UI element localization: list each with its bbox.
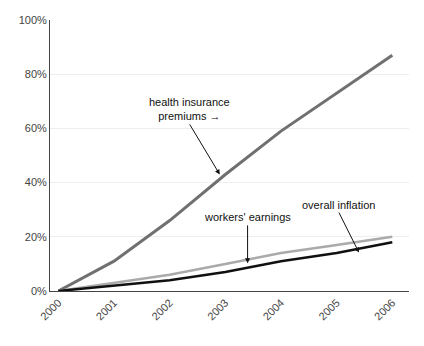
- svg-text:2001: 2001: [94, 297, 120, 323]
- svg-text:0%: 0%: [31, 285, 47, 297]
- svg-text:workers' earnings: workers' earnings: [204, 211, 291, 223]
- svg-text:60%: 60%: [25, 122, 47, 134]
- svg-text:2002: 2002: [149, 297, 175, 323]
- svg-text:overall inflation: overall inflation: [302, 199, 375, 211]
- svg-text:2003: 2003: [205, 297, 231, 323]
- svg-text:40%: 40%: [25, 176, 47, 188]
- svg-text:2000: 2000: [38, 297, 64, 323]
- svg-text:20%: 20%: [25, 231, 47, 243]
- svg-text:2006: 2006: [372, 297, 398, 323]
- svg-text:2005: 2005: [316, 297, 342, 323]
- svg-text:100%: 100%: [19, 14, 47, 26]
- svg-text:health insurancepremiums →: health insurancepremiums →: [149, 96, 230, 122]
- svg-text:80%: 80%: [25, 68, 47, 80]
- svg-text:2004: 2004: [260, 297, 286, 323]
